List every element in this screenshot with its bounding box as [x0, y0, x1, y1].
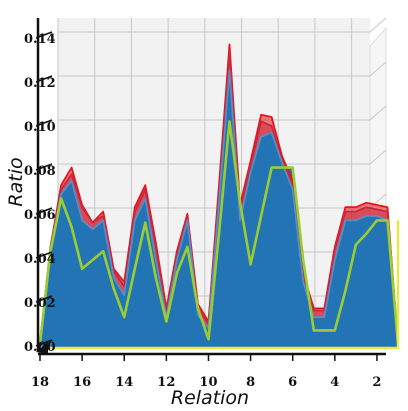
x-tick-label: 16: [73, 375, 91, 390]
y-grid-line-side: [369, 17, 387, 33]
x-tick-label: 2: [372, 375, 381, 390]
y-tick-label: 0.10: [24, 120, 56, 135]
y-axis-title: Ratio: [5, 157, 27, 206]
y-tick: [35, 295, 53, 303]
y-tick-labels: 0.00 0.02 0.04 0.06 0.08 0.10 0.12 0.14: [24, 31, 56, 355]
series-line-3: [38, 120, 400, 344]
axis-corner: [36, 342, 48, 354]
series-line-1: [39, 50, 399, 344]
series-line-2: [39, 69, 399, 344]
y-tick: [35, 119, 53, 127]
y-tick-label: 0.14: [24, 32, 56, 47]
y-tick-label: 0.02: [24, 296, 56, 311]
axes: [36, 18, 386, 356]
x-tick-label: 18: [31, 375, 49, 390]
y-tick-label: 0.08: [24, 164, 56, 179]
y-tick: [35, 31, 53, 39]
x-tick-label: 6: [288, 375, 297, 390]
y-grid-line-side: [369, 105, 387, 121]
y-tick-label: 0.04: [24, 252, 56, 267]
x-tick-labels: 18 16 14 12 10 8 6 4 2: [31, 354, 381, 390]
plot-area: [38, 43, 400, 350]
x-tick-label: 4: [330, 375, 339, 390]
y-tick: [35, 75, 53, 83]
y-tick-label: 0.00: [24, 340, 56, 355]
y-tick: [35, 163, 53, 171]
y-tick: [35, 207, 53, 215]
y-grid-line-side: [369, 61, 387, 77]
y-tick-label: 0.12: [24, 76, 56, 91]
x-tick-label: 14: [115, 375, 133, 390]
x-tick-label: 12: [157, 375, 175, 390]
x-tick-label: 8: [246, 375, 255, 390]
x-tick-label: 10: [199, 375, 217, 390]
front-edge: [40, 220, 400, 350]
y-grid-line-side: [369, 149, 387, 165]
y-tick-label: 0.06: [24, 208, 56, 223]
x-axis-title: Relation: [171, 387, 249, 409]
y-tick: [35, 339, 53, 347]
y-tick: [35, 251, 53, 259]
